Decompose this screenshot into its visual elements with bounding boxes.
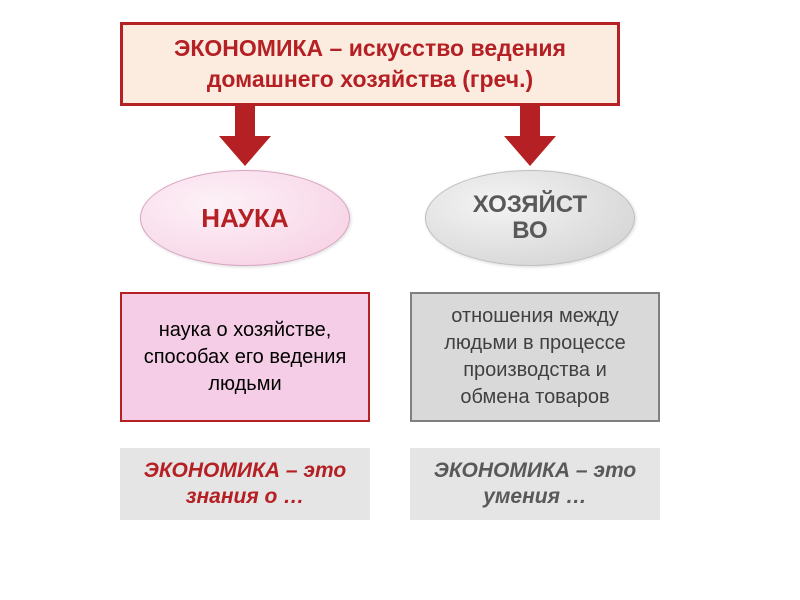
- ellipse-right: ХОЗЯЙСТВО: [425, 170, 635, 266]
- arrow-shaft: [235, 106, 255, 138]
- arrow-head-icon: [504, 136, 556, 166]
- diagram-canvas: ЭКОНОМИКА – искусство ведения домашнего …: [0, 0, 800, 600]
- ellipse-left-label: НАУКА: [201, 204, 288, 233]
- ellipse-left: НАУКА: [140, 170, 350, 266]
- title-box: ЭКОНОМИКА – искусство ведения домашнего …: [120, 22, 620, 106]
- ellipse-right-label: ХОЗЯЙСТВО: [473, 192, 587, 245]
- desc-right: отношения между людьми в процессе произв…: [410, 292, 660, 422]
- desc-left: наука о хозяйстве, способах его ведения …: [120, 292, 370, 422]
- summary-right: ЭКОНОМИКА – это умения …: [410, 448, 660, 520]
- summary-left: ЭКОНОМИКА – это знания о …: [120, 448, 370, 520]
- arrow-head-icon: [219, 136, 271, 166]
- arrow-shaft: [520, 106, 540, 138]
